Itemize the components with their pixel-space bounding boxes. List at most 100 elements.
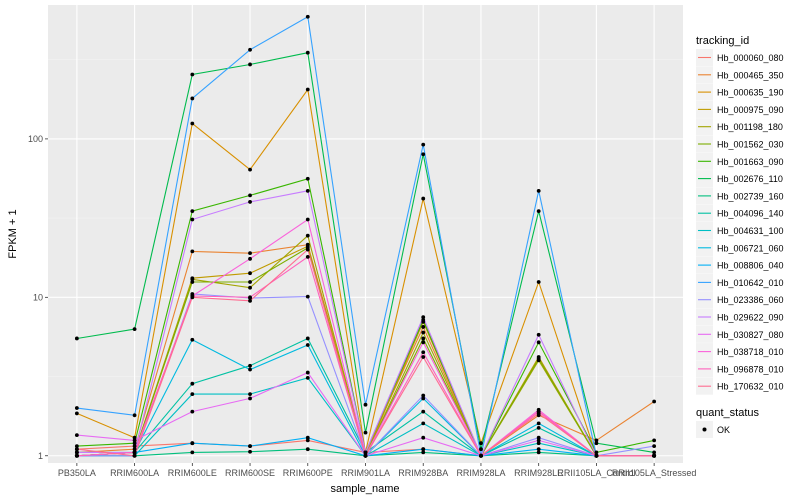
legend-label: Hb_002739_160 bbox=[717, 191, 784, 201]
data-point bbox=[248, 298, 252, 303]
x-tick-label: RRII105LA_Control bbox=[557, 468, 635, 478]
data-point bbox=[248, 251, 252, 256]
legend-label: Hb_000060_080 bbox=[717, 53, 784, 63]
data-point bbox=[536, 411, 541, 416]
data-point bbox=[190, 280, 195, 284]
data-point bbox=[190, 295, 195, 300]
legend-label: Hb_001663_090 bbox=[717, 157, 784, 167]
data-point bbox=[132, 435, 137, 440]
data-point bbox=[421, 330, 426, 335]
data-point bbox=[190, 96, 195, 101]
data-point bbox=[248, 271, 252, 276]
data-point bbox=[305, 447, 310, 452]
legend-label: Hb_006721_060 bbox=[717, 243, 784, 253]
legend-label: Hb_029622_090 bbox=[717, 313, 784, 323]
legend-label: Hb_170632_010 bbox=[717, 382, 784, 392]
data-point bbox=[594, 438, 599, 443]
data-point bbox=[305, 217, 310, 222]
data-point bbox=[536, 188, 541, 193]
data-point bbox=[421, 315, 426, 320]
data-point bbox=[652, 450, 657, 455]
data-point bbox=[74, 450, 79, 455]
legend-tracking-id: tracking_id Hb_000060_080Hb_000465_350Hb… bbox=[696, 35, 784, 395]
data-point bbox=[652, 453, 657, 458]
data-point bbox=[248, 396, 252, 401]
data-point bbox=[132, 444, 137, 449]
data-point bbox=[190, 409, 195, 414]
x-tick-label: RRIM901LA bbox=[341, 468, 390, 478]
data-point bbox=[190, 381, 195, 386]
data-point bbox=[190, 121, 195, 126]
data-point bbox=[74, 411, 79, 416]
data-point bbox=[536, 435, 541, 440]
x-tick-label: RRII105LA_Stressed bbox=[612, 468, 697, 478]
data-point bbox=[536, 356, 541, 361]
data-point bbox=[421, 142, 426, 147]
data-point bbox=[421, 435, 426, 440]
x-tick-label: RRIM928LE bbox=[514, 468, 563, 478]
data-point bbox=[132, 327, 137, 332]
data-point bbox=[421, 421, 426, 426]
data-point bbox=[74, 447, 79, 452]
data-point bbox=[132, 453, 137, 458]
y-axis-title: FPKM + 1 bbox=[7, 209, 19, 258]
data-point bbox=[479, 453, 483, 458]
data-point bbox=[536, 332, 541, 337]
legend-label: Hb_030827_080 bbox=[717, 330, 784, 340]
x-tick-label: RRIM600LE bbox=[168, 468, 217, 478]
data-point bbox=[305, 343, 310, 347]
data-point bbox=[305, 247, 310, 252]
data-point bbox=[190, 277, 195, 282]
data-point bbox=[421, 336, 426, 341]
data-point bbox=[594, 453, 599, 458]
data-point bbox=[190, 217, 195, 222]
data-point bbox=[74, 433, 79, 438]
data-point bbox=[190, 209, 195, 214]
legend-quant-status: quant_status OK bbox=[696, 407, 759, 438]
data-point bbox=[74, 444, 79, 449]
data-point bbox=[536, 209, 541, 214]
data-point bbox=[305, 233, 310, 238]
legend-label: Hb_000635_190 bbox=[717, 88, 784, 98]
y-axis: 1 10 100 bbox=[28, 134, 48, 461]
y-tick-label: 10 bbox=[33, 292, 43, 302]
legend-title: tracking_id bbox=[696, 35, 749, 47]
data-point bbox=[479, 447, 483, 452]
data-point bbox=[536, 438, 541, 443]
data-point bbox=[363, 402, 368, 407]
data-point bbox=[363, 453, 368, 458]
data-point bbox=[421, 196, 426, 201]
x-tick-label: RRIM600SE bbox=[225, 468, 275, 478]
data-point bbox=[421, 355, 426, 359]
shape-legend-point bbox=[702, 427, 707, 432]
data-point bbox=[190, 337, 195, 342]
data-point bbox=[363, 450, 368, 455]
shape-legend-label: OK bbox=[717, 425, 730, 435]
data-point bbox=[305, 14, 310, 19]
data-point bbox=[536, 447, 541, 452]
data-point bbox=[421, 325, 426, 329]
data-point bbox=[248, 449, 252, 454]
legend-label: Hb_023386_060 bbox=[717, 295, 784, 305]
data-point bbox=[74, 336, 79, 341]
data-point bbox=[652, 444, 657, 449]
data-point bbox=[594, 441, 599, 446]
data-point bbox=[305, 254, 310, 259]
data-point bbox=[248, 47, 252, 52]
data-point bbox=[74, 406, 79, 410]
legend-label: Hb_001562_030 bbox=[717, 140, 784, 150]
legend-label: Hb_010642_010 bbox=[717, 278, 784, 288]
legend-label: Hb_000975_090 bbox=[717, 105, 784, 115]
data-point bbox=[305, 336, 310, 341]
data-point bbox=[421, 393, 426, 398]
data-point bbox=[190, 392, 195, 396]
data-point bbox=[248, 62, 252, 67]
legend-label: Hb_001198_180 bbox=[717, 122, 783, 132]
data-point bbox=[132, 450, 137, 455]
x-tick-label: RRIM600PE bbox=[283, 468, 333, 478]
data-point bbox=[421, 450, 426, 455]
data-point bbox=[248, 392, 252, 396]
legend-label: Hb_004631_100 bbox=[717, 226, 784, 236]
data-point bbox=[132, 413, 137, 418]
